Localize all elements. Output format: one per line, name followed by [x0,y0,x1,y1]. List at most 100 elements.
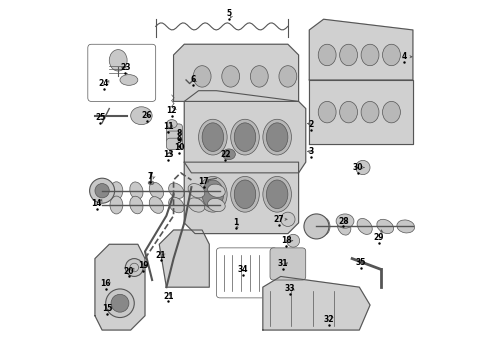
Text: 8: 8 [176,129,182,138]
Text: 9: 9 [176,136,181,145]
Ellipse shape [383,102,400,123]
Text: 17: 17 [198,177,209,186]
Text: 21: 21 [156,251,166,260]
Text: 28: 28 [338,217,348,226]
Ellipse shape [263,176,292,212]
Ellipse shape [336,214,354,228]
Ellipse shape [377,219,393,234]
Ellipse shape [95,184,109,198]
Ellipse shape [111,294,129,312]
Ellipse shape [287,234,300,247]
Ellipse shape [149,183,164,199]
Ellipse shape [106,289,134,318]
FancyBboxPatch shape [167,124,182,135]
Ellipse shape [202,123,223,152]
Text: 7: 7 [147,172,153,181]
Ellipse shape [337,218,351,235]
Ellipse shape [109,50,127,71]
Ellipse shape [110,182,123,200]
Text: 25: 25 [95,113,105,122]
Ellipse shape [130,182,143,199]
Polygon shape [309,80,413,144]
Text: 12: 12 [167,106,177,115]
Ellipse shape [198,176,227,212]
Ellipse shape [208,198,225,212]
Polygon shape [184,91,306,173]
Text: 20: 20 [123,267,134,276]
Ellipse shape [208,184,225,197]
FancyBboxPatch shape [270,248,306,280]
Text: 32: 32 [324,315,334,324]
Text: 24: 24 [98,79,109,88]
Text: 3: 3 [309,147,314,156]
Text: 23: 23 [120,63,130,72]
Ellipse shape [231,176,259,212]
Text: 33: 33 [284,284,295,293]
Text: 18: 18 [281,236,292,245]
Ellipse shape [149,197,164,213]
Ellipse shape [340,44,358,66]
Text: 2: 2 [309,120,314,129]
Ellipse shape [131,107,152,125]
Ellipse shape [222,66,240,87]
Polygon shape [309,19,413,80]
Text: 16: 16 [100,279,111,288]
Text: 11: 11 [163,122,173,131]
FancyBboxPatch shape [167,131,182,143]
Ellipse shape [267,180,288,208]
Ellipse shape [202,180,223,208]
FancyBboxPatch shape [167,138,182,150]
Text: 22: 22 [220,150,231,159]
Ellipse shape [148,181,154,185]
Text: 15: 15 [102,304,113,313]
Ellipse shape [198,119,227,155]
Ellipse shape [110,196,123,214]
Ellipse shape [317,217,330,235]
Polygon shape [184,162,298,234]
Ellipse shape [169,183,184,198]
Ellipse shape [120,75,138,85]
Text: 14: 14 [92,199,102,208]
Ellipse shape [250,66,268,87]
Ellipse shape [318,44,336,66]
Text: 27: 27 [273,215,284,224]
Text: 19: 19 [138,261,148,270]
Ellipse shape [267,123,288,152]
Ellipse shape [279,66,297,87]
Ellipse shape [397,220,415,233]
Polygon shape [173,44,298,102]
Ellipse shape [130,196,143,214]
Ellipse shape [231,119,259,155]
Ellipse shape [90,178,115,203]
Ellipse shape [281,212,295,226]
Polygon shape [263,276,370,330]
Ellipse shape [361,102,379,123]
Ellipse shape [193,66,211,87]
Ellipse shape [188,198,205,212]
Ellipse shape [125,258,143,276]
Text: 4: 4 [401,52,407,61]
Text: 30: 30 [352,163,363,172]
Text: 26: 26 [142,111,152,120]
Ellipse shape [356,160,370,175]
Ellipse shape [304,214,329,239]
Polygon shape [159,230,209,287]
Ellipse shape [263,119,292,155]
Polygon shape [95,244,145,330]
Ellipse shape [383,44,400,66]
Ellipse shape [169,197,184,213]
Text: 6: 6 [191,76,196,85]
Text: 10: 10 [173,143,184,152]
Text: 35: 35 [356,258,367,267]
Ellipse shape [357,219,372,234]
Text: 5: 5 [226,9,231,18]
Ellipse shape [188,184,205,198]
Text: 13: 13 [163,150,173,159]
Ellipse shape [318,102,336,123]
Ellipse shape [222,149,235,159]
Text: 31: 31 [277,260,288,269]
Text: 29: 29 [374,233,384,242]
Text: 1: 1 [233,219,239,228]
Text: 21: 21 [163,292,173,301]
Ellipse shape [167,120,177,128]
